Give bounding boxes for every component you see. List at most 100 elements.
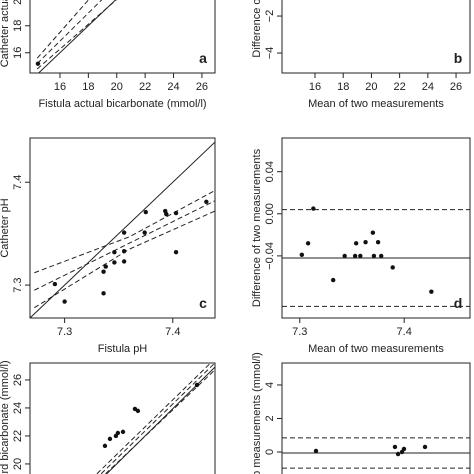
plot-area [95, 363, 215, 474]
point [379, 253, 384, 259]
point [363, 240, 368, 245]
y-tick-label: 20 [12, 458, 24, 470]
point [103, 264, 108, 269]
x-tick-label: 26 [196, 81, 208, 93]
point [112, 260, 117, 265]
y-tick-label: 7.4 [12, 175, 24, 190]
plot-frame [281, 137, 471, 319]
x-axis-label: Fistula pH [98, 343, 148, 355]
y-tick-label: 18 [12, 20, 24, 32]
dashed-line [34, 190, 215, 274]
dashed-line [100, 363, 215, 474]
x-axis-label: Mean of two measurements [308, 98, 444, 110]
y-tick-label: 7.3 [12, 277, 24, 292]
point [120, 429, 126, 435]
y-axis-label: ard bicarbonate (mmol/l) [0, 360, 11, 474]
y-tick-label: 2 [264, 415, 276, 421]
point [173, 249, 179, 255]
x-axis-label: Mean of two measurements [308, 343, 444, 355]
point [330, 277, 336, 283]
point [142, 230, 147, 235]
x-tick-label: 16 [54, 81, 66, 93]
y-axis-label: Catheter actual [0, 0, 11, 67]
plot-frame [29, 0, 216, 74]
x-tick-label: 18 [337, 81, 349, 93]
plot-area [35, 0, 117, 73]
point [164, 211, 169, 217]
plot-frame [29, 362, 216, 474]
x-tick-label: 18 [82, 81, 94, 93]
x-tick-label: 24 [422, 81, 434, 93]
point [390, 265, 395, 270]
point [299, 252, 305, 258]
y-axis-label: Difference o [251, 0, 263, 58]
dashed-line [36, 0, 90, 59]
point [353, 241, 359, 246]
x-tick-label: 7.3 [292, 326, 307, 338]
y-tick-label: 22 [12, 430, 24, 442]
dashed-line [36, 0, 117, 70]
y-axis-label: Difference of two measurements [251, 148, 263, 307]
point [52, 281, 58, 287]
solid-line [30, 141, 215, 318]
point [173, 210, 179, 216]
y-tick-label: 26 [12, 374, 24, 386]
dashed-line [34, 200, 215, 291]
dashed-line [95, 363, 211, 474]
y-tick-label: 20 [12, 0, 24, 5]
point [121, 230, 127, 235]
point [35, 61, 41, 66]
plot-frame [281, 362, 471, 474]
x-tick-label: 24 [167, 81, 179, 93]
solid-line [105, 366, 215, 474]
x-tick-label: 7.4 [165, 326, 180, 338]
x-tick-label: 7.4 [397, 326, 412, 338]
plot-area [30, 141, 215, 318]
y-tick-label: −0.04 [264, 242, 276, 270]
point [370, 230, 376, 235]
x-tick-label: 20 [365, 81, 377, 93]
point [101, 269, 106, 274]
point [422, 444, 428, 450]
y-tick-label: 0.04 [264, 161, 276, 182]
x-tick-label: 26 [450, 81, 462, 93]
point [392, 444, 398, 450]
point [204, 199, 209, 204]
point [107, 436, 113, 442]
point [143, 209, 148, 215]
y-tick-label: 4 [264, 382, 276, 388]
x-tick-label: 22 [139, 81, 151, 93]
panel-label: b [454, 50, 463, 66]
point [101, 291, 106, 296]
point [371, 253, 377, 259]
panel-label: d [454, 295, 463, 311]
point [311, 206, 316, 211]
point [342, 253, 347, 259]
x-axis-label: Fistula actual bicarbonate (mmol/l) [38, 98, 206, 110]
y-tick-label: −2 [264, 10, 276, 23]
panel-label: c [199, 295, 207, 311]
dashed-line [36, 0, 103, 64]
point [395, 451, 401, 457]
point [135, 408, 141, 414]
x-tick-label: 16 [309, 81, 321, 93]
y-axis-label: two measurements (mmol/l) [251, 352, 263, 474]
point [112, 249, 117, 255]
point [429, 289, 434, 294]
panel-label: a [199, 50, 207, 66]
y-tick-label: 0.00 [264, 203, 276, 224]
point [62, 299, 67, 304]
y-tick-label: 24 [12, 402, 24, 414]
plot-area [282, 206, 470, 307]
plot-frame [281, 0, 471, 74]
y-tick-label: 16 [12, 47, 24, 59]
point [194, 382, 200, 388]
solid-line [38, 0, 117, 73]
dashed-line [104, 369, 215, 474]
point [102, 443, 108, 449]
point [115, 430, 121, 436]
point [121, 259, 127, 264]
y-tick-label: 0 [264, 449, 276, 455]
